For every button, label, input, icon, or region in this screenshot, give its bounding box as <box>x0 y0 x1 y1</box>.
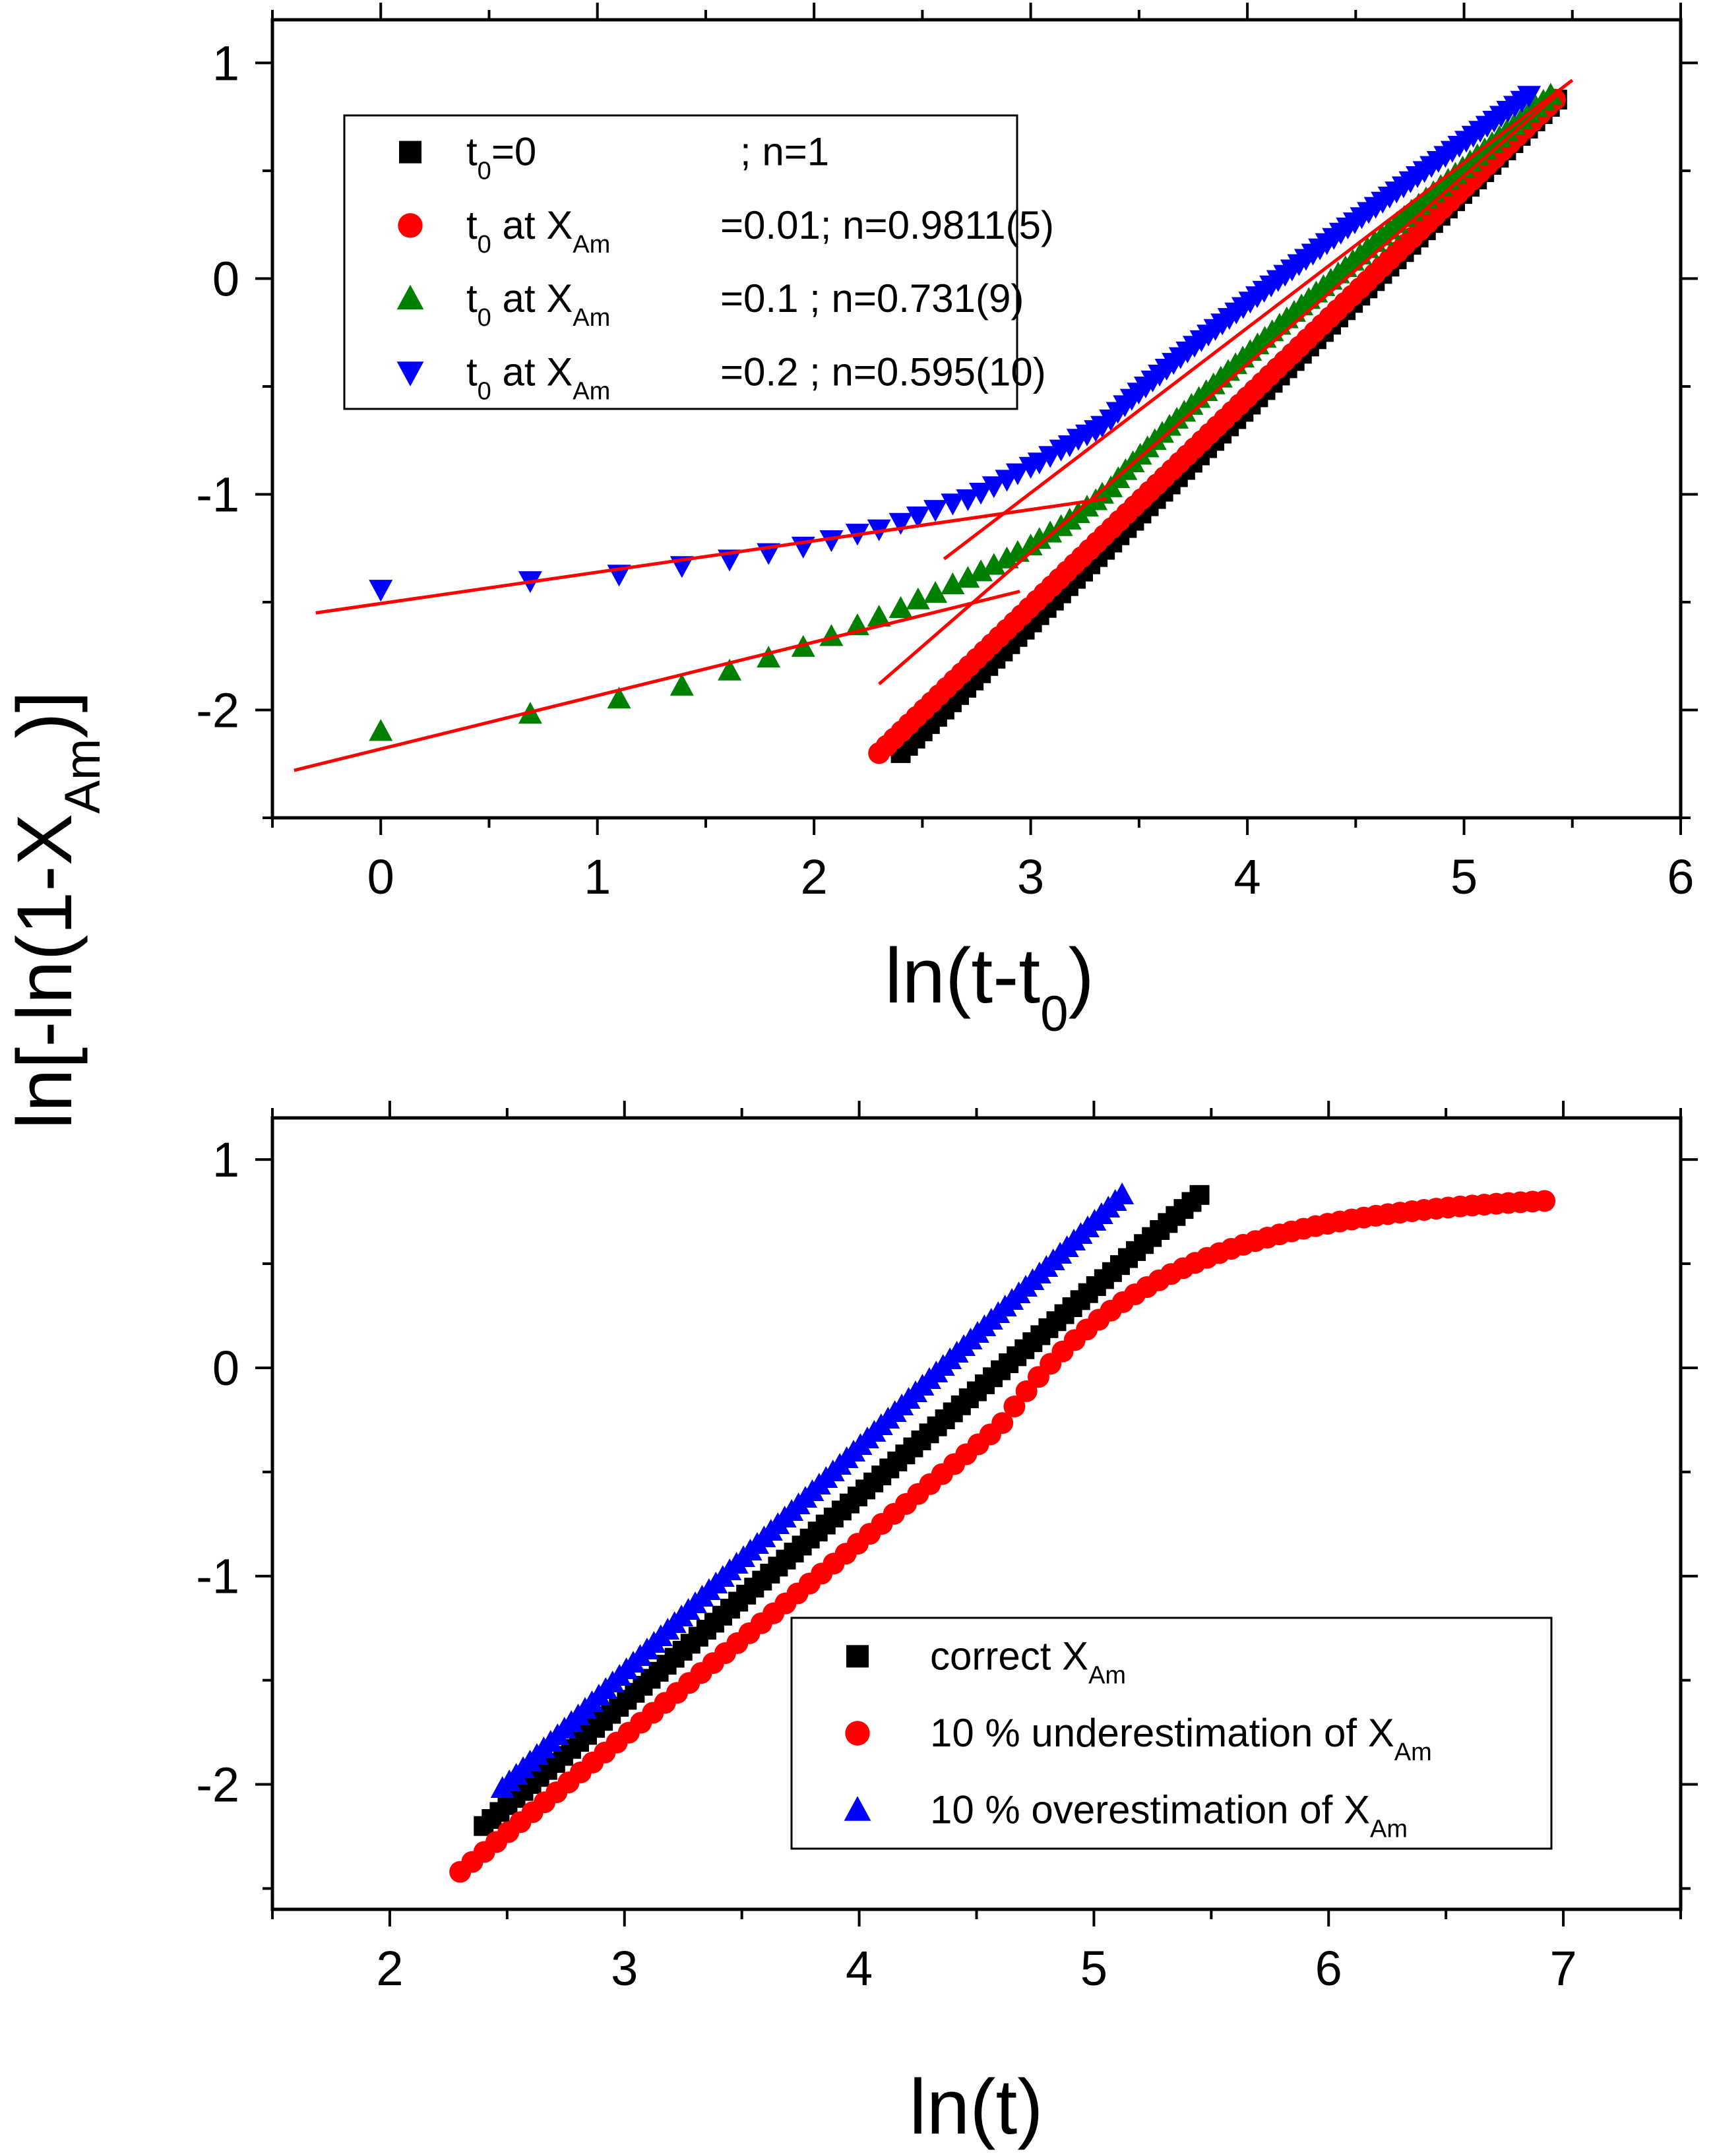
legend-marker <box>399 140 421 164</box>
y-axis-label: ln[-ln(1-XAm)] <box>1 691 111 1130</box>
y-tick-label: -1 <box>196 1549 239 1604</box>
series-2 <box>490 1182 1135 1799</box>
data-point <box>369 719 393 741</box>
x-tick-label: 0 <box>367 849 394 904</box>
y-tick-label: -2 <box>196 683 239 737</box>
data-point <box>1110 1182 1135 1205</box>
data-point <box>1534 1190 1556 1212</box>
series-1 <box>868 88 1566 764</box>
x-tick-label: 5 <box>1450 849 1478 904</box>
data-point <box>867 604 891 627</box>
data-point <box>670 673 694 696</box>
x-axis-label: ln(t) <box>909 2064 1043 2151</box>
plot-frame <box>270 18 1683 820</box>
x-tick-label: 2 <box>801 849 828 904</box>
y-tick-label: 0 <box>212 251 239 306</box>
data-point <box>956 566 980 588</box>
x-tick-label: 4 <box>1233 849 1261 904</box>
legend: correct XAm 10 % underestimation of XAm 10… <box>790 1617 1553 1850</box>
data-point <box>906 587 930 609</box>
y-tick-label: -1 <box>196 467 239 522</box>
x-tick-label: 2 <box>376 1941 403 1996</box>
data-point <box>369 580 393 602</box>
data-point <box>1027 527 1051 549</box>
y-tick-label: 1 <box>212 36 239 90</box>
legend-marker <box>398 213 423 238</box>
legend-label: t0 at XAm <box>466 203 610 259</box>
legend-box <box>790 1617 1553 1850</box>
legend-label-value: =0.1 ; n=0.731(9) <box>720 276 1024 321</box>
series-3 <box>369 86 1542 602</box>
x-tick-label: 5 <box>1080 1941 1107 1996</box>
data-point <box>1038 520 1063 543</box>
legend-label: correct XAm <box>930 1634 1126 1689</box>
legend-label: t0 at XAm <box>466 276 610 332</box>
x-tick-label: 1 <box>584 849 611 904</box>
data-point <box>981 476 1006 499</box>
data-point <box>607 687 631 709</box>
data-point <box>923 500 948 522</box>
legend-marker <box>845 1721 870 1746</box>
series-0 <box>474 1185 1210 1836</box>
data-point <box>757 646 781 668</box>
data-point <box>969 483 993 505</box>
bottom-chart-panel: 2 3 4 5 6 7 1 0 -1 -2 ln(t) correct XAm 10 % underes… <box>196 1101 1698 2151</box>
y-tick-label: -2 <box>196 1758 239 1812</box>
data-point <box>1003 1396 1026 1418</box>
legend-label: 10 % overestimation of XAm <box>930 1788 1408 1843</box>
legend-label: t0=0 <box>466 130 536 185</box>
data-point <box>1005 463 1030 485</box>
data-point <box>1517 86 1542 108</box>
legend-label-value: ; n=1 <box>740 130 829 174</box>
series-1 <box>449 1190 1556 1883</box>
legend-marker <box>396 361 424 386</box>
x-tick-label: 6 <box>1667 849 1694 904</box>
legend-label-value: =0.01; n=0.9811(5) <box>720 203 1054 247</box>
x-tick-label: 4 <box>846 1941 873 1996</box>
fit-line <box>943 78 1574 561</box>
legend-label-value: =0.2 ; n=0.595(10) <box>720 350 1046 394</box>
data-point <box>1189 1185 1210 1205</box>
legend-marker <box>396 284 424 310</box>
data-point <box>969 559 993 582</box>
legend-label: 10 % underestimation of XAm <box>930 1711 1432 1766</box>
data-point <box>888 512 913 535</box>
data-point <box>923 580 948 603</box>
data-point <box>888 596 913 618</box>
data-point <box>1015 1380 1038 1402</box>
legend-label: t0 at XAm <box>466 350 610 405</box>
x-tick-label: 7 <box>1550 1941 1577 1996</box>
data-point <box>981 553 1006 575</box>
legend-marker <box>844 1796 871 1821</box>
data-point <box>995 546 1019 569</box>
x-tick-label: 3 <box>1017 849 1044 904</box>
data-point <box>991 1412 1014 1434</box>
data-point <box>819 530 844 553</box>
x-axis-label: ln(t-t0) <box>885 933 1094 1042</box>
fit-line <box>315 497 1107 615</box>
legend-marker <box>846 1645 869 1668</box>
top-chart-panel: 0 1 2 3 4 5 6 1 0 -1 -2 ln(t-t0) t0=0 ; n=1 t0 at XAm =… <box>196 3 1698 1042</box>
x-tick-label: 3 <box>611 1941 638 1996</box>
data-point <box>941 572 965 594</box>
y-tick-label: 1 <box>212 1132 239 1187</box>
fit-line <box>878 90 1563 686</box>
legend-box <box>343 114 1018 410</box>
y-tick-label: 0 <box>212 1341 239 1396</box>
data-point <box>906 506 930 529</box>
data-point <box>956 489 980 511</box>
fit-line <box>294 590 1020 772</box>
x-tick-label: 6 <box>1315 1941 1342 1996</box>
data-point <box>718 658 742 681</box>
legend: t0=0 ; n=1 t0 at XAm =0.01; n=0.9811(5) t0 a… <box>343 114 1054 410</box>
data-point <box>941 493 965 516</box>
